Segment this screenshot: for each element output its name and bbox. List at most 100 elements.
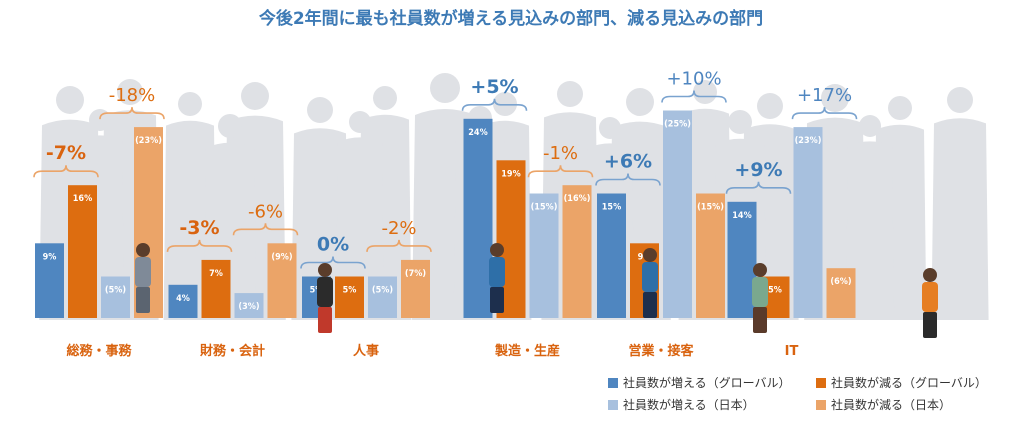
- bar-value-label: 24%: [468, 128, 487, 138]
- bar: [793, 127, 823, 318]
- bar: [727, 201, 757, 318]
- bar-value-label: 5%: [343, 286, 357, 296]
- bar-value-label: 7%: [209, 269, 223, 279]
- person-figure-head: [643, 248, 657, 262]
- person-figure-legs: [643, 292, 657, 318]
- bar-value-label: 5%: [310, 286, 324, 296]
- net-change-label: -6%: [248, 201, 283, 222]
- bracket: [99, 107, 165, 120]
- crowd-person-head: [307, 97, 333, 123]
- crowd-person-head: [888, 96, 912, 120]
- bar-value-label: 4%: [176, 294, 190, 304]
- bar: [335, 276, 364, 318]
- bracket: [33, 165, 99, 178]
- bar-value-label: 9%: [43, 252, 57, 262]
- bracket: [300, 256, 366, 269]
- person-figure-torso: [317, 277, 333, 307]
- net-change-label: 0%: [317, 234, 349, 256]
- bar: [234, 293, 264, 318]
- crowd-person-body: [291, 128, 349, 320]
- bar-value-label: (15%): [697, 203, 724, 213]
- bar: [529, 193, 559, 318]
- legend-label: 社員数が減る（日本）: [831, 398, 952, 412]
- net-change-label: -2%: [381, 218, 416, 239]
- legend-label: 社員数が増える（日本）: [623, 398, 755, 412]
- chart-title: 今後2年間に最も社員数が増える見込みの部門、減る見込みの部門: [259, 8, 763, 29]
- legend-swatch: [816, 399, 826, 410]
- crowd-person-head: [859, 115, 881, 137]
- bar: [826, 268, 856, 318]
- person-figure-legs: [490, 287, 504, 313]
- person-figure-legs: [753, 307, 767, 333]
- crowd-person-head: [218, 114, 242, 138]
- net-change-label: +6%: [604, 151, 652, 173]
- bracket: [366, 239, 432, 252]
- legend-item-decrease-global: 社員数が減る（グローバル）: [816, 374, 987, 391]
- bar-value-label: 16%: [73, 194, 92, 204]
- person-figure-head: [490, 243, 504, 257]
- legend-swatch: [608, 399, 618, 410]
- bar-value-label: (9%): [271, 252, 292, 262]
- net-change-labels: -7% -18% -3% -6% 0% -2% +5% -1% +6% +10% +9% +17%: [46, 69, 852, 256]
- legend-item-decrease-japan: 社員数が減る（日本）: [816, 396, 951, 413]
- crowd-person-head: [373, 86, 397, 110]
- crowd-person-head: [56, 86, 84, 114]
- person-figure-torso: [642, 262, 658, 292]
- legend-item-increase-japan: 社員数が増える（日本）: [608, 396, 755, 413]
- crowd-person-head: [349, 111, 371, 133]
- person-figure-legs: [136, 287, 150, 313]
- bar-value-label: (15%): [531, 203, 558, 213]
- crowd-person-body: [931, 118, 989, 320]
- bar-value-label: (23%): [795, 136, 822, 146]
- bracket: [527, 165, 594, 178]
- bar: [68, 185, 97, 318]
- net-change-label: -1%: [543, 143, 578, 164]
- category-label: 製造・生産: [494, 343, 560, 359]
- bar-value-label: (16%): [564, 194, 591, 204]
- bar-value-label: 5%: [768, 286, 782, 296]
- bracket: [791, 107, 858, 120]
- category-label: 営業・接客: [628, 343, 694, 359]
- person-figure-torso: [135, 257, 151, 287]
- person-figure-legs: [318, 307, 332, 333]
- bracket-layer: [33, 90, 858, 269]
- person-figure-torso: [489, 257, 505, 287]
- legend-label: 社員数が減る（グローバル）: [831, 376, 987, 390]
- net-change-label: +17%: [797, 85, 852, 106]
- category-label: 人事: [353, 343, 379, 359]
- person-figure-head: [923, 268, 937, 282]
- bar: [597, 193, 626, 318]
- crowd-person-head: [557, 81, 583, 107]
- legend: 社員数が増える（グローバル） 社員数が減る（グローバル） 社員数が増える（日本）…: [608, 372, 1008, 416]
- bar: [267, 243, 297, 318]
- crowd-person-head: [693, 80, 717, 104]
- crowd-person-head: [757, 93, 783, 119]
- crowd-person-head: [430, 73, 460, 103]
- bar-value-label: (7%): [405, 269, 426, 279]
- bar-value-label: 19%: [501, 169, 520, 179]
- crowd-person-body: [845, 141, 895, 320]
- bar-value-label: 15%: [602, 203, 621, 213]
- category-label: 財務・会計: [199, 343, 265, 359]
- bar-value-label: (5%): [105, 286, 126, 296]
- category-label: IT: [785, 344, 799, 359]
- net-change-label: +5%: [470, 76, 518, 98]
- person-figure-head: [136, 243, 150, 257]
- bracket: [461, 98, 528, 111]
- crowd-person-head: [626, 88, 654, 116]
- person-figure-head: [318, 263, 332, 277]
- bracket: [725, 181, 792, 194]
- net-change-label: -18%: [109, 85, 156, 106]
- bar-value-label: (23%): [135, 136, 162, 146]
- crowd-person-head: [117, 79, 143, 105]
- net-change-label: -7%: [46, 142, 86, 164]
- bracket: [661, 90, 727, 103]
- person-figure-head: [753, 263, 767, 277]
- bracket: [166, 239, 233, 252]
- bar: [696, 193, 725, 318]
- bracket: [595, 173, 661, 186]
- bar: [201, 259, 231, 318]
- crowd-person-head: [599, 117, 621, 139]
- bar-value-label: 14%: [732, 211, 751, 221]
